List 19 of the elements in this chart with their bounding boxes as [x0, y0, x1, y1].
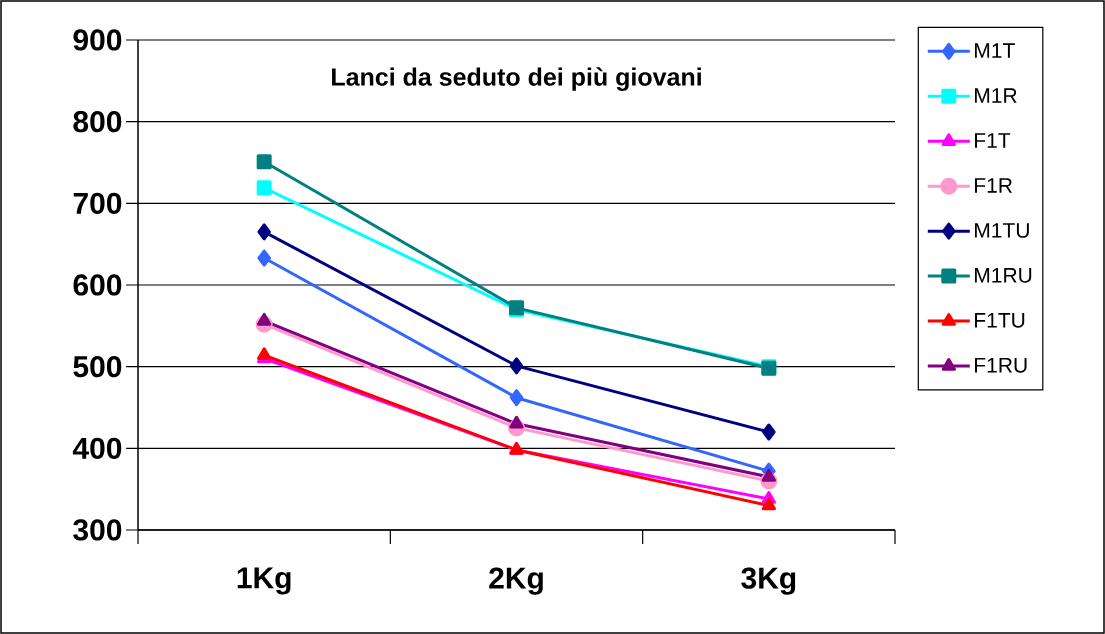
x-tick-label: 3Kg [741, 567, 796, 595]
y-tick-label: 600 [73, 274, 122, 296]
x-tick-label: 1Kg [237, 567, 291, 595]
x-tick-label: 2Kg [489, 567, 543, 595]
y-tick-label: 300 [73, 519, 122, 541]
y-tick-label: 800 [73, 111, 122, 133]
legend-label: M1T [975, 43, 1015, 58]
legend-label: M1RU [975, 268, 1032, 283]
y-tick-label: 400 [72, 437, 122, 459]
legend-label: F1TU [975, 313, 1025, 328]
y-tick-label: 500 [73, 356, 122, 378]
legend-label: F1T [975, 133, 1011, 148]
legend-label: M1TU [975, 223, 1029, 238]
y-tick-label: 900 [73, 29, 122, 51]
legend-label: M1R [975, 88, 1017, 103]
legend-label: F1RU [975, 358, 1027, 373]
text: Lanci da seduto dei più giovani [332, 67, 701, 91]
legend-label: F1R [975, 178, 1013, 193]
y-tick-label: 700 [73, 192, 122, 214]
